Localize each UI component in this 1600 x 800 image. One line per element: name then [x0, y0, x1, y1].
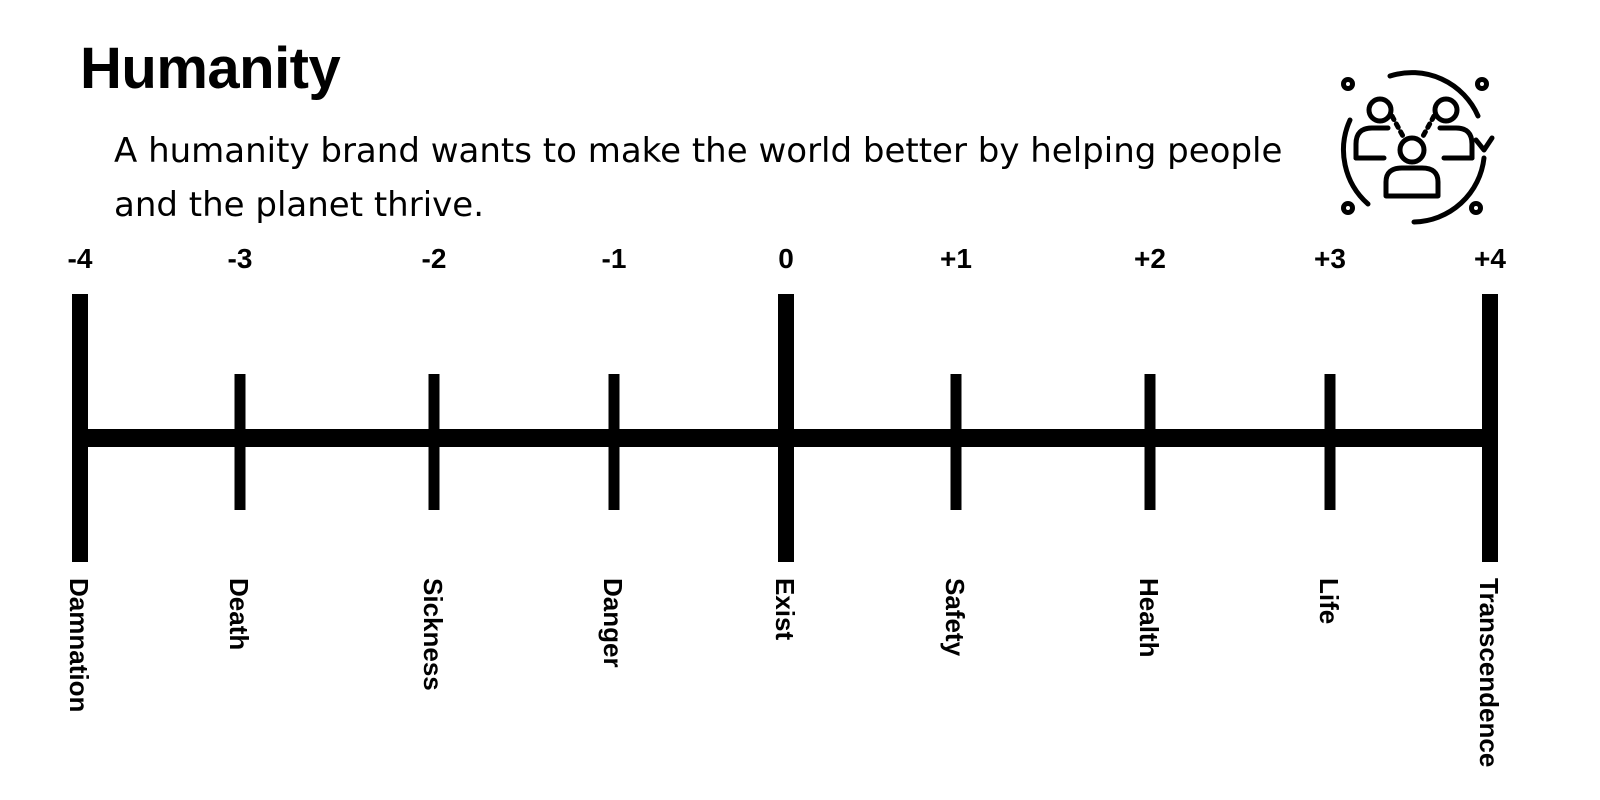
people-cycle-icon — [1341, 70, 1495, 225]
scale-value-label: +3 — [1314, 243, 1346, 274]
scale-point-label: Transcendence — [1474, 578, 1504, 767]
scale-point-label: Life — [1314, 578, 1344, 624]
scale-point-label: Danger — [598, 578, 628, 668]
scale-point-label: Sickness — [418, 578, 448, 691]
scale-point-label: Safety — [940, 578, 970, 657]
scale-point-label: Exist — [770, 578, 800, 640]
scale-point-label: Health — [1134, 578, 1164, 657]
page-description: A humanity brand wants to make the world… — [114, 131, 1283, 225]
scale-value-label: 0 — [778, 243, 794, 274]
scale-value-label: -1 — [602, 243, 627, 274]
scale-value-label: -4 — [68, 243, 93, 274]
scale-value-label: +1 — [940, 243, 972, 274]
scale-point-label: Damnation — [64, 578, 94, 712]
page-title: Humanity — [80, 36, 341, 101]
scale-value-label: -2 — [422, 243, 447, 274]
scale-value-label: +2 — [1134, 243, 1166, 274]
scale-value-label: +4 — [1474, 243, 1506, 274]
scale-point-label: Death — [224, 578, 254, 650]
scale-value-label: -3 — [228, 243, 253, 274]
